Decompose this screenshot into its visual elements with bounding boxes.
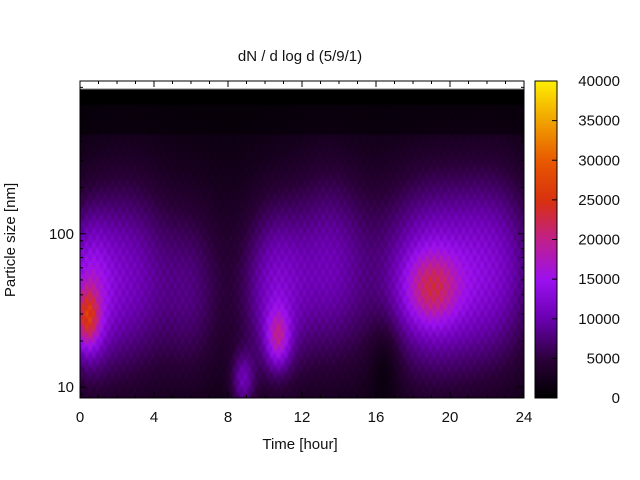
colorbar-tick-label: 5000 xyxy=(587,350,620,367)
chart-title: dN / d log d (5/9/1) xyxy=(238,48,362,65)
x-tick-label: 20 xyxy=(442,409,459,426)
y-tick-label: 100 xyxy=(49,226,74,243)
x-tick-label: 0 xyxy=(76,409,84,426)
colorbar-axis: 0 5000 10000 15000 20000 25000 30000 35000 40000 xyxy=(552,73,620,407)
colorbar-tick-label: 25000 xyxy=(578,192,620,209)
colorbar-tick-label: 30000 xyxy=(578,152,620,169)
x-tick-label: 8 xyxy=(224,409,232,426)
y-tick-label: 10 xyxy=(57,379,74,396)
x-axis-label: Time [hour] xyxy=(262,436,337,453)
colorbar-tick-label: 15000 xyxy=(578,271,620,288)
x-tick-label: 16 xyxy=(368,409,385,426)
y-axis: 10 100 xyxy=(49,86,524,396)
colorbar-tick-label: 10000 xyxy=(578,311,620,328)
colorbar-tick-label: 35000 xyxy=(578,113,620,130)
x-tick-label: 4 xyxy=(150,409,158,426)
x-tick-label: 24 xyxy=(516,409,533,426)
colorbar-tick-label: 0 xyxy=(612,390,620,407)
heatmap-area xyxy=(80,81,524,398)
y-axis-label: Particle size [nm] xyxy=(2,183,19,297)
x-tick-label: 12 xyxy=(294,409,311,426)
colorbar-tick-label: 20000 xyxy=(578,232,620,249)
x-axis: 0 4 8 12 16 20 24 xyxy=(76,81,533,426)
colorbar-tick-label: 40000 xyxy=(578,73,620,90)
